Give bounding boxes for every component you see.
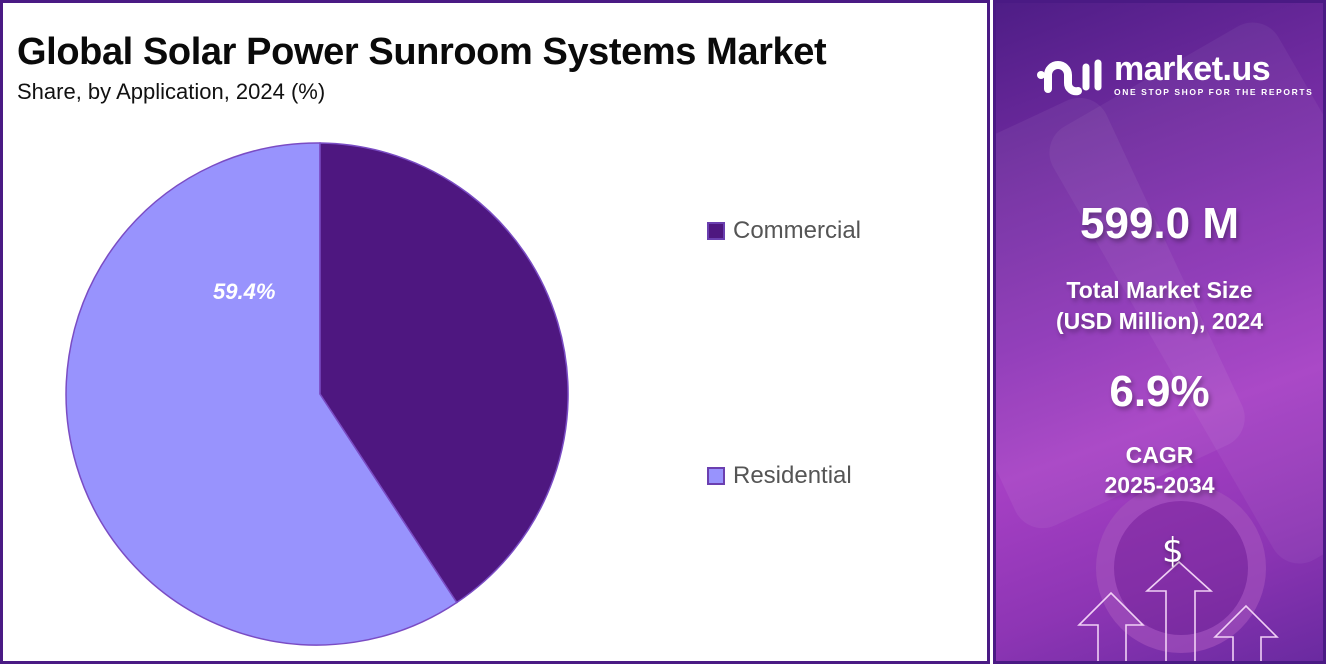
cagr-value: 6.9%	[1109, 367, 1210, 416]
summary-sidebar: market.us ONE STOP SHOP FOR THE REPORTS …	[993, 0, 1326, 664]
chart-title: Global Solar Power Sunroom Systems Marke…	[17, 31, 827, 73]
legend-item-commercial: Commercial	[707, 217, 861, 245]
legend-swatch-residential	[707, 467, 725, 485]
legend-label: Residential	[733, 462, 852, 489]
cagr-label-line1: CAGR	[1125, 442, 1194, 468]
brand-logo: market.us ONE STOP SHOP FOR THE REPORTS	[1036, 50, 1314, 97]
brand-tagline: ONE STOP SHOP FOR THE REPORTS	[1114, 87, 1314, 97]
legend-label: Commercial	[733, 217, 862, 244]
market-size-value: 599.0 M	[1080, 199, 1239, 248]
pie-label-residential: 59.4%	[213, 279, 276, 304]
chart-subtitle: Share, by Application, 2024 (%)	[17, 79, 326, 104]
pie-slice-commercial	[319, 142, 569, 604]
pie-chart	[65, 142, 569, 646]
legend-swatch-commercial	[707, 222, 725, 240]
dollar-icon: $	[1162, 531, 1184, 571]
chart-panel: Global Solar Power Sunroom Systems Marke…	[0, 0, 990, 664]
pie-slice-residential	[65, 142, 458, 646]
growth-arrows-icon	[1077, 560, 1279, 661]
market-size-label-line1: Total Market Size	[1066, 277, 1253, 303]
market-us-logo-icon	[1037, 59, 1102, 96]
legend-item-residential: Residential	[707, 462, 852, 490]
market-size-label-line2: (USD Million), 2024	[1055, 308, 1264, 334]
brand-name: market.us	[1114, 50, 1271, 88]
cagr-label-line2: 2025-2034	[1104, 472, 1215, 498]
